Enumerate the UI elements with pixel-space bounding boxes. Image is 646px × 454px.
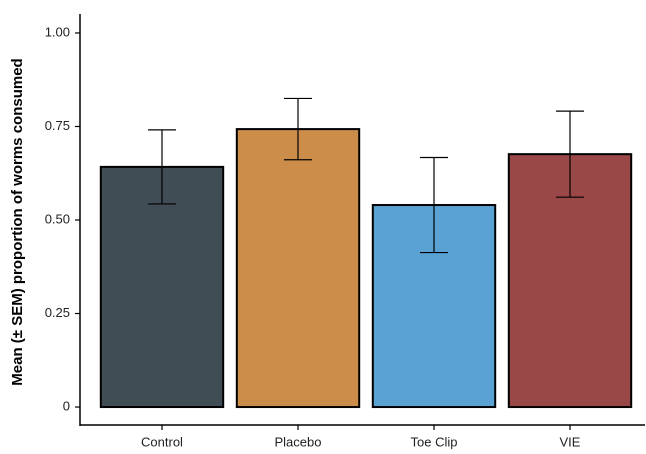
error-bar — [284, 97, 312, 161]
bar — [99, 165, 225, 409]
bar — [235, 128, 361, 409]
error-bar — [556, 110, 584, 198]
x-tick-label: Toe Clip — [411, 434, 458, 449]
y-tick-label: 0 — [63, 398, 70, 413]
error-bar — [420, 156, 448, 254]
y-tick-label: 0.75 — [45, 118, 70, 133]
x-tick-label: Control — [141, 434, 183, 449]
y-tick-label: 1.00 — [45, 24, 70, 39]
x-tick-label: VIE — [560, 434, 581, 449]
error-bar — [148, 129, 176, 205]
y-tick-label: 0.25 — [45, 305, 70, 320]
y-tick-label: 0.50 — [45, 211, 70, 226]
y-axis-label: Mean (± SEM) proportion of worms consume… — [9, 58, 26, 385]
x-tick-label: Placebo — [275, 434, 322, 449]
